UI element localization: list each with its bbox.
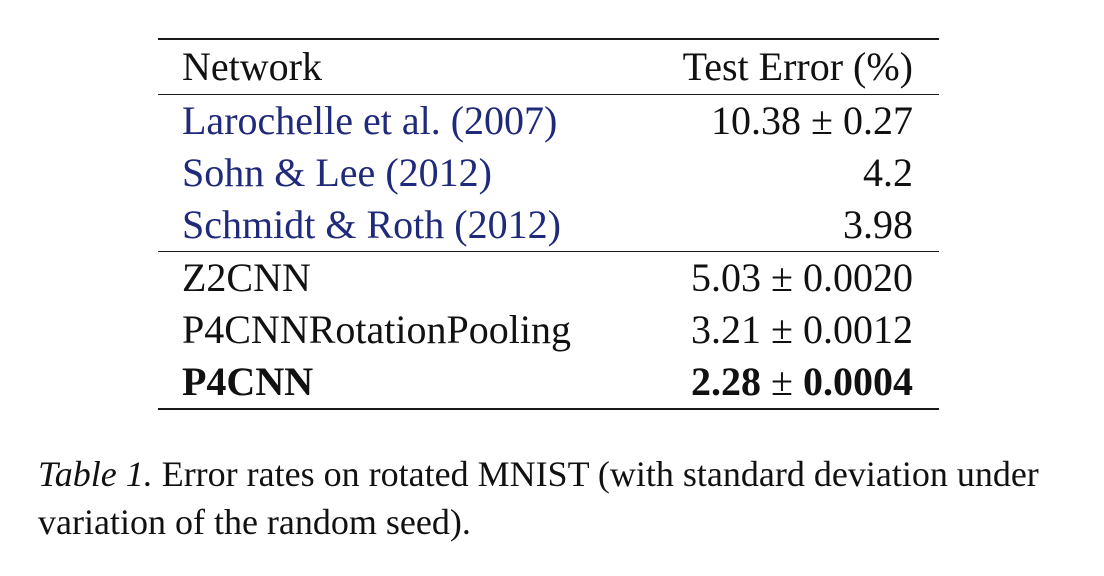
table-row: Sohn & Lee (2012) 4.2 (158, 147, 939, 199)
table-row: Schmidt & Roth (2012) 3.98 (158, 199, 939, 251)
error-value: 5.03 ±0.0020 (691, 255, 913, 300)
bottom-rule (158, 408, 939, 410)
network-name: P4CNNRotationPooling (182, 307, 571, 352)
header-network: Network (182, 44, 322, 89)
table-header-row: Network Test Error (%) (158, 40, 939, 94)
citation-link[interactable]: Sohn & Lee (2012) (182, 150, 492, 195)
baseline-group: Larochelle et al. (2007) 10.38 ±0.27 Sohn… (158, 95, 939, 251)
header-rule (158, 94, 939, 95)
caption-label: Table 1. (38, 454, 153, 494)
caption-text: Error rates on rotated MNIST (with stand… (38, 454, 1039, 542)
model-group: Z2CNN 5.03 ±0.0020 P4CNNRotationPooling 3… (158, 252, 939, 408)
error-value: 3.98 (843, 202, 913, 247)
error-value: 3.21 ±0.0012 (691, 307, 913, 352)
table-row: P4CNNRotationPooling 3.21 ±0.0012 (158, 304, 939, 356)
table-row-best: P4CNN 2.28 ±0.0004 (158, 356, 939, 408)
table-row: Larochelle et al. (2007) 10.38 ±0.27 (158, 95, 939, 147)
network-name: P4CNN (182, 359, 314, 404)
results-table: Network Test Error (%) Larochelle et al.… (158, 38, 939, 410)
top-rule (158, 38, 939, 40)
error-value: 4.2 (863, 150, 913, 195)
mid-rule (158, 251, 939, 252)
citation-link[interactable]: Larochelle et al. (2007) (182, 98, 558, 143)
citation-link[interactable]: Schmidt & Roth (2012) (182, 202, 561, 247)
header-test-error: Test Error (%) (682, 44, 913, 89)
network-name: Z2CNN (182, 255, 311, 300)
table-row: Z2CNN 5.03 ±0.0020 (158, 252, 939, 304)
error-value: 2.28 ±0.0004 (691, 359, 913, 404)
table-caption: Table 1. Error rates on rotated MNIST (w… (38, 450, 1068, 546)
error-value: 10.38 ±0.27 (711, 98, 913, 143)
